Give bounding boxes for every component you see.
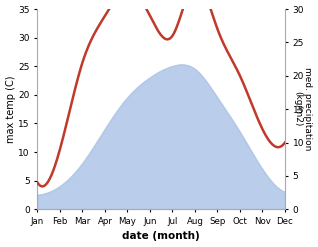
Y-axis label: max temp (C): max temp (C) bbox=[5, 75, 16, 143]
X-axis label: date (month): date (month) bbox=[122, 231, 200, 242]
Y-axis label: med. precipitation
(kg/m2): med. precipitation (kg/m2) bbox=[293, 67, 313, 151]
